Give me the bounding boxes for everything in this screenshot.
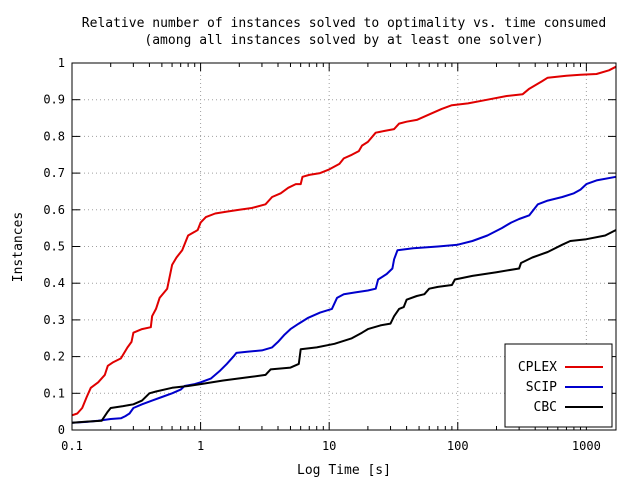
x-tick-label: 0.1: [61, 439, 83, 453]
x-tick-label: 10: [322, 439, 336, 453]
x-tick-label: 1000: [572, 439, 601, 453]
plot-frame: [71, 62, 617, 431]
series-line-scip: [71, 175, 617, 424]
y-tick-label: 0.7: [43, 166, 65, 180]
y-tick-label: 0.4: [43, 276, 65, 290]
y-tick-label: 0.1: [43, 386, 65, 400]
grid: [72, 63, 616, 430]
x-tick-label: 100: [447, 439, 469, 453]
series-layer: [71, 65, 617, 424]
y-tick-label: 0.9: [43, 93, 65, 107]
y-tick-label: 0.2: [43, 350, 65, 364]
x-axis-label: Log Time [s]: [297, 463, 391, 478]
chart-subtitle: (among all instances solved by at least …: [144, 33, 543, 48]
series-line-cplex: [71, 65, 617, 417]
y-tick-label: 1: [58, 56, 65, 70]
y-tick-label: 0: [58, 423, 65, 437]
y-tick-label: 0.3: [43, 313, 65, 327]
x-tick-label: 1: [197, 439, 204, 453]
legend-box: [504, 343, 613, 428]
legend-label-scip: SCIP: [526, 380, 557, 395]
chart-title: Relative number of instances solved to o…: [82, 16, 606, 31]
y-tick-label: 0.6: [43, 203, 65, 217]
legend-label-cplex: CPLEX: [518, 360, 557, 375]
y-tick-label: 0.8: [43, 129, 65, 143]
legend: CPLEX SCIP CBC: [504, 343, 613, 428]
y-axis-label: Instances: [11, 212, 26, 282]
series-line-cbc: [71, 229, 617, 424]
y-tick-label: 0.5: [43, 240, 65, 254]
legend-label-cbc: CBC: [534, 400, 557, 415]
